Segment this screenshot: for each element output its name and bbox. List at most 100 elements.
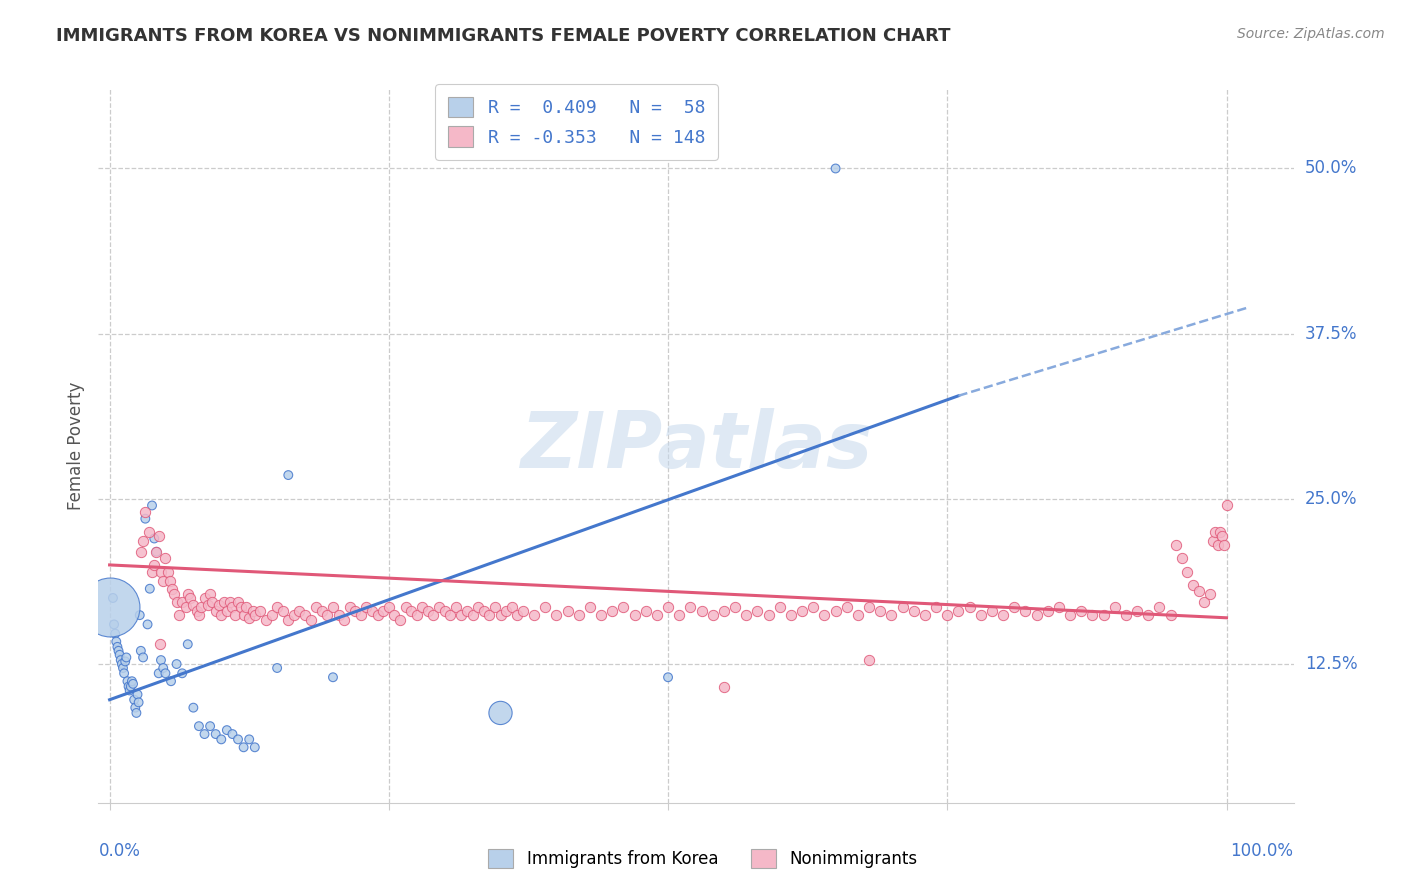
Point bbox=[589, 608, 612, 623]
Point bbox=[232, 608, 254, 623]
Point bbox=[411, 600, 433, 615]
Point bbox=[467, 600, 489, 615]
Point bbox=[489, 706, 512, 720]
Point bbox=[433, 604, 456, 618]
Point bbox=[835, 600, 858, 615]
Text: ZIPatlas: ZIPatlas bbox=[520, 408, 872, 484]
Point bbox=[160, 674, 183, 689]
Point bbox=[277, 614, 299, 628]
Point bbox=[129, 545, 152, 559]
Point bbox=[271, 604, 294, 618]
Point bbox=[145, 545, 167, 559]
Point bbox=[394, 600, 416, 615]
Point bbox=[1081, 608, 1104, 623]
Point bbox=[361, 604, 384, 618]
Point bbox=[204, 727, 226, 741]
Point bbox=[215, 723, 238, 738]
Point bbox=[790, 604, 813, 618]
Point bbox=[114, 654, 136, 668]
Point bbox=[356, 600, 378, 615]
Point bbox=[472, 604, 495, 618]
Point bbox=[1187, 584, 1209, 599]
Text: 0.0%: 0.0% bbox=[98, 842, 141, 860]
Point bbox=[903, 604, 925, 618]
Point bbox=[187, 719, 209, 733]
Point bbox=[208, 598, 231, 612]
Point bbox=[1171, 551, 1194, 566]
Point bbox=[634, 604, 657, 618]
Point bbox=[623, 608, 645, 623]
Point bbox=[1036, 604, 1059, 618]
Point bbox=[858, 653, 880, 667]
Point bbox=[204, 604, 226, 618]
Point bbox=[288, 604, 311, 618]
Point bbox=[122, 692, 145, 706]
Point bbox=[141, 499, 163, 513]
Point bbox=[136, 617, 159, 632]
Point bbox=[166, 657, 188, 671]
Text: 12.5%: 12.5% bbox=[1305, 655, 1357, 673]
Point bbox=[824, 161, 846, 176]
Point bbox=[155, 666, 177, 681]
Point bbox=[612, 600, 634, 615]
Point bbox=[115, 650, 138, 665]
Point bbox=[232, 740, 254, 755]
Point bbox=[183, 700, 205, 714]
Point bbox=[344, 604, 367, 618]
Point bbox=[1166, 538, 1188, 552]
Point bbox=[120, 680, 142, 694]
Point bbox=[1014, 604, 1036, 618]
Point bbox=[172, 666, 194, 681]
Point bbox=[579, 600, 602, 615]
Point bbox=[121, 674, 143, 689]
Point bbox=[209, 732, 232, 747]
Point bbox=[534, 600, 557, 615]
Point bbox=[197, 598, 219, 612]
Point bbox=[143, 558, 166, 572]
Point bbox=[132, 534, 155, 549]
Point bbox=[117, 674, 139, 689]
Y-axis label: Female Poverty: Female Poverty bbox=[66, 382, 84, 510]
Point bbox=[439, 608, 461, 623]
Point bbox=[152, 661, 174, 675]
Point bbox=[546, 608, 568, 623]
Point bbox=[128, 608, 150, 623]
Point bbox=[98, 600, 121, 615]
Point bbox=[193, 727, 215, 741]
Point bbox=[149, 637, 172, 651]
Point bbox=[1213, 538, 1236, 552]
Point bbox=[1198, 587, 1220, 601]
Point bbox=[489, 608, 512, 623]
Point bbox=[378, 600, 401, 615]
Point bbox=[145, 545, 167, 559]
Point bbox=[231, 600, 253, 615]
Point bbox=[305, 600, 328, 615]
Point bbox=[801, 600, 824, 615]
Point bbox=[824, 604, 846, 618]
Point bbox=[891, 600, 914, 615]
Point bbox=[1182, 578, 1205, 592]
Point bbox=[209, 608, 232, 623]
Point bbox=[118, 683, 141, 698]
Point bbox=[1126, 604, 1149, 618]
Point bbox=[512, 604, 534, 618]
Point bbox=[416, 604, 439, 618]
Point bbox=[568, 608, 591, 623]
Point bbox=[138, 524, 160, 539]
Point bbox=[769, 600, 792, 615]
Point bbox=[167, 608, 190, 623]
Point bbox=[266, 600, 288, 615]
Point bbox=[427, 600, 450, 615]
Point bbox=[148, 529, 170, 543]
Point bbox=[311, 604, 333, 618]
Point bbox=[224, 608, 246, 623]
Point bbox=[128, 695, 150, 709]
Point bbox=[221, 600, 243, 615]
Point bbox=[177, 637, 200, 651]
Point bbox=[1059, 608, 1081, 623]
Point bbox=[159, 574, 181, 588]
Point bbox=[367, 608, 389, 623]
Point bbox=[104, 626, 127, 640]
Point bbox=[139, 582, 162, 596]
Point bbox=[384, 608, 406, 623]
